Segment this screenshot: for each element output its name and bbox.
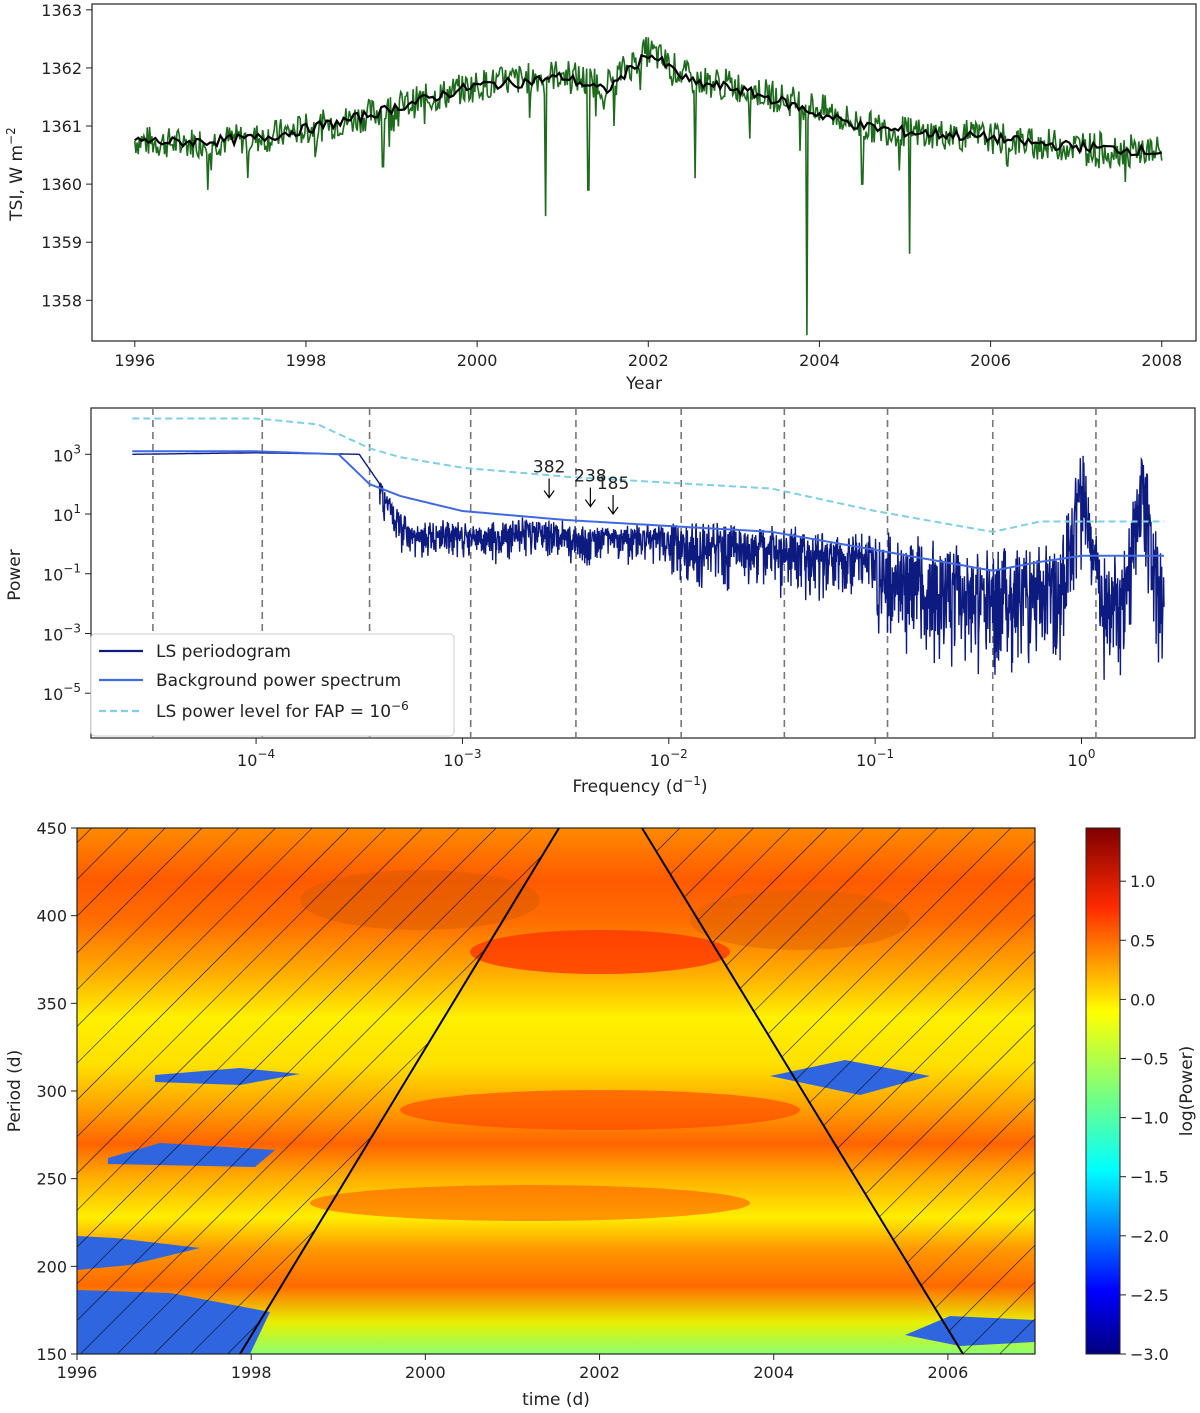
background-power-line	[132, 450, 1164, 572]
tsi-x-tick-label: 2002	[628, 351, 669, 370]
wavelet-y-tick-label: 250	[36, 1170, 67, 1189]
wavelet-x-axis-label: time (d)	[522, 1390, 590, 1410]
tsi-y-tick-label: 1358	[41, 291, 82, 310]
periodogram-y-axis-label: Power	[5, 549, 25, 600]
periodogram-x-ticks: 10−4 10−3 10−2 10−1 100	[237, 738, 1096, 770]
coi-right-line	[641, 828, 964, 1354]
wavelet-y-tick-label: 400	[36, 907, 67, 926]
legend-box	[90, 633, 455, 737]
tsi-y-axis-label: TSI, W m−2	[4, 127, 27, 221]
tsi-x-tick-label: 1996	[114, 351, 155, 370]
wavelet-x-tick-label: 2004	[753, 1363, 794, 1382]
periodogram-x-tick-label: 10−4	[237, 747, 275, 770]
periodogram-y-tick-label: 103	[53, 442, 81, 465]
colorbar-label: log(Power)	[1177, 1046, 1197, 1137]
tsi-axes-frame	[91, 3, 1197, 342]
wavelet-y-axis-label: Period (d)	[5, 1050, 25, 1132]
wavelet-y-ticks: 150 200 250 300 350 400 450	[36, 819, 77, 1364]
periodogram-x-tick-label: 10−1	[856, 747, 894, 770]
tsi-x-ticks: 1996 1998 2000 2002 2004 2006 2008	[114, 341, 1182, 370]
colorbar: 1.0 0.5 0.0 −0.5 −1.0 −1.5 −2.0 −2.5 −3.0 log(Po…	[1085, 827, 1197, 1364]
colorbar-tick-label: −1.0	[1130, 1109, 1169, 1128]
wavelet-y-tick-label: 350	[36, 994, 67, 1013]
period-annotation-label: 238	[574, 467, 606, 487]
periodogram-x-tick-label: 10−2	[650, 747, 688, 770]
legend-label-fap: LS power level for FAP = 10−6	[156, 699, 409, 722]
colorbar-gradient	[1085, 827, 1121, 1355]
wavelet-x-tick-label: 1998	[231, 1363, 272, 1382]
colorbar-tick-label: −0.5	[1130, 1049, 1169, 1068]
band-185	[310, 1185, 750, 1221]
periodogram-x-tick-label: 100	[1068, 747, 1096, 770]
period-annotation-label: 382	[533, 458, 565, 478]
wavelet-x-tick-label: 2006	[928, 1363, 969, 1382]
periodogram-y-tick-label: 101	[53, 502, 81, 525]
period-annotation-arrow-head	[607, 506, 619, 516]
colorbar-tick-label: 1.0	[1130, 872, 1155, 891]
band-380	[470, 930, 730, 974]
periodogram-y-ticks: 10−5 10−3 10−1 101 103	[43, 442, 91, 704]
period-annotation-arrow-head	[584, 499, 596, 508]
periodogram-y-tick-label: 10−1	[43, 562, 81, 585]
wavelet-x-ticks: 1996 1998 2000 2002 2004 2006	[57, 1354, 969, 1382]
tsi-y-tick-label: 1359	[41, 233, 82, 252]
tsi-y-tick-label: 1363	[41, 1, 82, 20]
tsi-panel: 1996 1998 2000 2002 2004 2006 2008 1358 1359 136…	[4, 1, 1197, 394]
tsi-x-tick-label: 1998	[286, 351, 327, 370]
colorbar-tick-label: −2.5	[1130, 1286, 1169, 1305]
tsi-x-tick-label: 2008	[1141, 351, 1182, 370]
wavelet-x-tick-label: 2002	[579, 1363, 620, 1382]
tsi-x-axis-label: Year	[625, 374, 662, 394]
band-250	[400, 1090, 800, 1130]
legend-label-background: Background power spectrum	[156, 671, 401, 691]
legend-label-ls: LS periodogram	[156, 642, 291, 662]
tsi-smoothed-series	[134, 54, 1163, 157]
wavelet-y-tick-label: 450	[36, 819, 67, 838]
periodogram-x-axis-label: Frequency (d−1)	[573, 774, 708, 797]
colorbar-tick-label: −1.5	[1130, 1168, 1169, 1187]
periodogram-x-tick-label: 10−3	[443, 747, 481, 770]
colorbar-tick-label: 0.0	[1130, 990, 1155, 1009]
colorbar-tick-label: −3.0	[1130, 1345, 1169, 1364]
wavelet-y-tick-label: 200	[36, 1257, 67, 1276]
period-annotation-arrow-head	[543, 490, 555, 499]
colorbar-ticks: 1.0 0.5 0.0 −0.5 −1.0 −1.5 −2.0 −2.5 −3.0	[1120, 872, 1169, 1364]
periodogram-legend: LS periodogram Background power spectrum…	[90, 633, 455, 737]
tsi-y-tick-label: 1361	[41, 117, 82, 136]
wavelet-heatmap	[77, 828, 1035, 1354]
wavelet-x-tick-label: 1996	[57, 1363, 98, 1382]
tsi-x-tick-label: 2006	[970, 351, 1011, 370]
fap-level-line	[132, 417, 1164, 533]
periodogram-vertical-lines	[152, 408, 1097, 738]
tsi-x-tick-label: 2004	[799, 351, 840, 370]
periodogram-y-tick-label: 10−3	[43, 621, 81, 644]
tsi-y-ticks: 1358 1359 1360 1361 1362 1363	[41, 1, 92, 310]
tsi-daily-series	[134, 36, 1163, 336]
colorbar-tick-label: −2.0	[1130, 1227, 1169, 1246]
periodogram-y-tick-label: 10−5	[43, 681, 81, 704]
wavelet-y-tick-label: 150	[36, 1345, 67, 1364]
coi-left-line	[239, 828, 560, 1354]
wavelet-y-tick-label: 300	[36, 1082, 67, 1101]
period-annotation-label: 185	[597, 474, 629, 494]
tsi-y-tick-label: 1362	[41, 59, 82, 78]
colorbar-tick-label: 0.5	[1130, 931, 1155, 950]
wavelet-panel: 1996 1998 2000 2002 2004 2006 150 200 250 300 350…	[5, 819, 1197, 1410]
tsi-x-tick-label: 2000	[457, 351, 498, 370]
wavelet-x-tick-label: 2000	[405, 1363, 446, 1382]
tsi-y-tick-label: 1360	[41, 175, 82, 194]
